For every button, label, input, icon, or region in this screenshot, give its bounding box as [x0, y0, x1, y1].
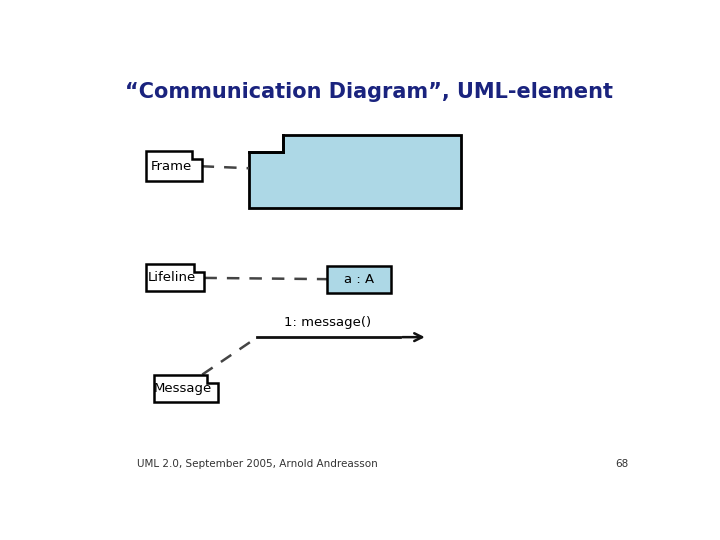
Polygon shape — [145, 151, 202, 181]
Bar — [327, 266, 392, 293]
Text: 1: message(): 1: message() — [284, 316, 371, 329]
Text: 68: 68 — [615, 459, 629, 469]
Text: “Communication Diagram”, UML-element: “Communication Diagram”, UML-element — [125, 82, 613, 102]
Text: Message: Message — [154, 382, 212, 395]
Polygon shape — [154, 375, 218, 402]
Text: UML 2.0, September 2005, Arnold Andreasson: UML 2.0, September 2005, Arnold Andreass… — [138, 459, 378, 469]
Text: Lifeline: Lifeline — [148, 272, 197, 285]
Text: a : A: a : A — [344, 273, 374, 286]
Text: Frame: Frame — [150, 160, 192, 173]
Polygon shape — [249, 136, 461, 208]
Polygon shape — [145, 265, 204, 292]
